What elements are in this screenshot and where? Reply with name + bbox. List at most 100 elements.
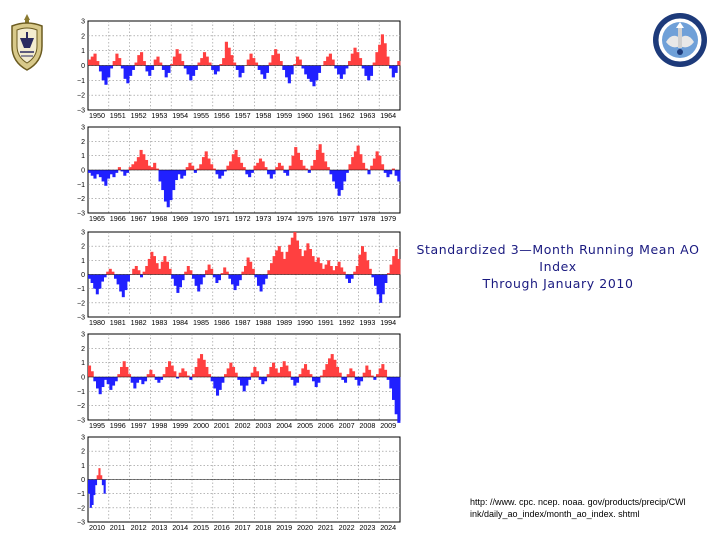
x-tick-label: 1956 (214, 111, 230, 120)
ao-bar (222, 58, 226, 66)
ao-bar (291, 155, 295, 170)
x-tick-label: 2016 (214, 523, 230, 532)
x-tick-label: 1965 (89, 214, 105, 223)
ao-bar (199, 274, 203, 285)
ao-bar (196, 168, 200, 170)
ao-bar (277, 246, 281, 275)
ao-bar (389, 65, 393, 69)
source-url-line-1: http: //www. cpc. ncep. noaa. gov/produc… (470, 497, 686, 507)
x-tick-label: 1979 (380, 214, 396, 223)
ao-bar (397, 258, 401, 275)
ao-bar (332, 170, 336, 182)
x-tick-label: 1995 (89, 421, 105, 430)
ao-bar (370, 165, 374, 170)
ao-bar (364, 65, 368, 76)
x-tick-label: 2020 (297, 523, 313, 532)
ao-bar (249, 53, 253, 66)
ao-bar (134, 62, 138, 66)
ao-bar (327, 260, 331, 275)
ao-bar (164, 65, 168, 78)
chart-title-line-1: Standardized 3—Month Running Mean AO Ind… (416, 242, 700, 274)
ao-bar (375, 52, 379, 66)
ao-bar (171, 274, 175, 279)
ao-bar (285, 251, 289, 275)
ao-bar (207, 158, 211, 170)
ao-bar (317, 65, 322, 73)
ao-bar (192, 274, 195, 279)
ao-bar (227, 47, 231, 66)
ao-bar (93, 274, 97, 289)
ao-bar (107, 65, 111, 78)
x-tick-label: 2019 (276, 523, 292, 532)
ao-bar (166, 170, 170, 208)
x-tick-label: 1994 (380, 318, 396, 327)
ao-bar (331, 59, 335, 66)
ao-bar (192, 65, 196, 76)
x-tick-label: 1971 (214, 214, 230, 223)
ao-bar (153, 256, 156, 275)
ao-bar (339, 65, 343, 79)
y-tick-label: −1 (77, 78, 85, 85)
x-tick-label: 2011 (110, 523, 125, 532)
ao-bar (189, 377, 193, 380)
circular-seal-icon (653, 13, 707, 67)
ao-bar (298, 249, 302, 275)
ao-bar (252, 58, 256, 66)
ao-bar (279, 61, 283, 66)
ao-bar (120, 170, 124, 172)
ao-bar (116, 274, 120, 285)
ao-bar (340, 267, 344, 275)
ao-bar (394, 65, 398, 73)
ao-bar (146, 374, 150, 377)
ao-bar (350, 274, 354, 279)
ao-bar (140, 274, 143, 278)
ao-bar (182, 170, 187, 176)
x-tick-label: 1970 (193, 214, 209, 223)
ao-bar (360, 377, 364, 382)
ao-bar (159, 62, 163, 66)
ao-bar (202, 274, 206, 278)
ao-bar (153, 59, 157, 66)
ao-bar (215, 170, 219, 175)
ao-bar (112, 170, 116, 178)
ao-bar (96, 170, 100, 175)
ao-bar (301, 65, 305, 69)
ao-bar (200, 58, 204, 66)
y-tick-label: −1 (77, 389, 85, 396)
naval-academy-crest-icon (11, 14, 43, 71)
x-tick-label: 2017 (235, 523, 251, 532)
ao-bar (168, 268, 172, 275)
ao-bar (302, 165, 306, 170)
ao-bar (109, 170, 113, 175)
ao-bar (256, 371, 260, 377)
x-tick-label: 2013 (151, 523, 167, 532)
y-tick-label: 1 (81, 153, 85, 160)
ao-bar (149, 369, 153, 377)
ao-bar (245, 170, 249, 175)
x-tick-label: 2006 (318, 421, 334, 430)
ao-bar (101, 170, 105, 182)
y-tick-label: −2 (77, 196, 85, 203)
ao-bar (194, 366, 198, 377)
ao-bar (369, 65, 374, 76)
ao-bar (246, 257, 250, 275)
ao-bar (332, 270, 336, 275)
x-tick-label: 1997 (131, 421, 147, 430)
ao-bar (269, 170, 273, 179)
ao-bar (118, 58, 122, 66)
ao-bar (197, 62, 201, 66)
x-tick-label: 1985 (193, 318, 209, 327)
ao-bar (324, 161, 328, 170)
ao-bar (384, 274, 388, 283)
ao-bar (238, 65, 242, 78)
ao-bar (375, 151, 379, 170)
ao-bar (218, 274, 221, 281)
ao-bar (272, 256, 276, 275)
ao-bar (167, 65, 171, 73)
ao-bar (98, 468, 101, 480)
ao-bar (150, 251, 154, 275)
ao-bar (351, 157, 355, 170)
ao-bar (263, 65, 267, 79)
ao-bar (345, 170, 349, 173)
